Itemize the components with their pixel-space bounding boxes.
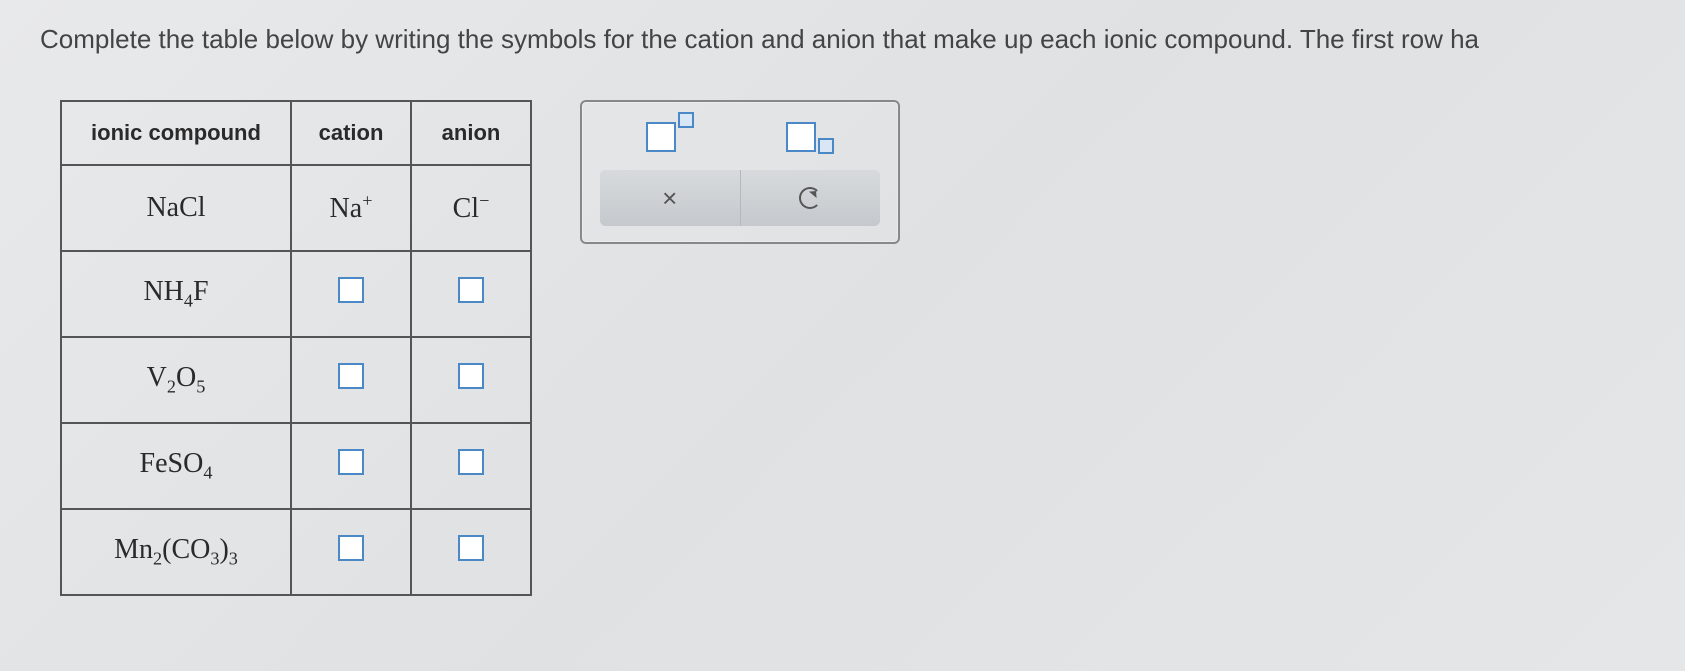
table-row: NH4F bbox=[61, 251, 531, 337]
cation-input[interactable] bbox=[338, 449, 364, 475]
undo-button[interactable] bbox=[740, 170, 881, 226]
cation-input[interactable] bbox=[338, 363, 364, 389]
instruction-text: Complete the table below by writing the … bbox=[40, 24, 1685, 55]
superscript-box-icon bbox=[678, 112, 694, 128]
cation-input[interactable] bbox=[338, 277, 364, 303]
cation-cell[interactable] bbox=[291, 509, 411, 595]
table-body: NaClNa+Cl−NH4FV2O5FeSO4Mn2(CO3)3 bbox=[61, 165, 531, 595]
cation-cell[interactable] bbox=[291, 337, 411, 423]
compound-cell: Mn2(CO3)3 bbox=[61, 509, 291, 595]
anion-cell[interactable] bbox=[411, 423, 531, 509]
table-row: FeSO4 bbox=[61, 423, 531, 509]
content-row: ionic compound cation anion NaClNa+Cl−NH… bbox=[60, 100, 900, 596]
anion-cell: Cl− bbox=[411, 165, 531, 251]
anion-input[interactable] bbox=[458, 363, 484, 389]
cation-cell: Na+ bbox=[291, 165, 411, 251]
superscript-tool-button[interactable] bbox=[646, 122, 694, 152]
format-tool-row bbox=[600, 122, 880, 152]
header-cation: cation bbox=[291, 101, 411, 165]
undo-icon bbox=[799, 187, 821, 209]
tool-panel: × bbox=[580, 100, 900, 244]
table-row: NaClNa+Cl− bbox=[61, 165, 531, 251]
table-row: V2O5 bbox=[61, 337, 531, 423]
compound-cell: NaCl bbox=[61, 165, 291, 251]
compound-cell: NH4F bbox=[61, 251, 291, 337]
header-anion: anion bbox=[411, 101, 531, 165]
anion-input[interactable] bbox=[458, 449, 484, 475]
anion-cell[interactable] bbox=[411, 337, 531, 423]
anion-input[interactable] bbox=[458, 277, 484, 303]
cation-input[interactable] bbox=[338, 535, 364, 561]
compound-cell: FeSO4 bbox=[61, 423, 291, 509]
cation-cell[interactable] bbox=[291, 251, 411, 337]
table-row: Mn2(CO3)3 bbox=[61, 509, 531, 595]
action-bar: × bbox=[600, 170, 880, 226]
subscript-box-icon bbox=[818, 138, 834, 154]
anion-input[interactable] bbox=[458, 535, 484, 561]
base-box-icon bbox=[646, 122, 676, 152]
anion-cell[interactable] bbox=[411, 509, 531, 595]
table-header-row: ionic compound cation anion bbox=[61, 101, 531, 165]
header-compound: ionic compound bbox=[61, 101, 291, 165]
base-box-icon bbox=[786, 122, 816, 152]
cation-cell[interactable] bbox=[291, 423, 411, 509]
compound-cell: V2O5 bbox=[61, 337, 291, 423]
subscript-tool-button[interactable] bbox=[786, 122, 834, 152]
ionic-compound-table: ionic compound cation anion NaClNa+Cl−NH… bbox=[60, 100, 532, 596]
close-icon: × bbox=[662, 183, 677, 214]
clear-button[interactable]: × bbox=[600, 170, 740, 226]
anion-cell[interactable] bbox=[411, 251, 531, 337]
